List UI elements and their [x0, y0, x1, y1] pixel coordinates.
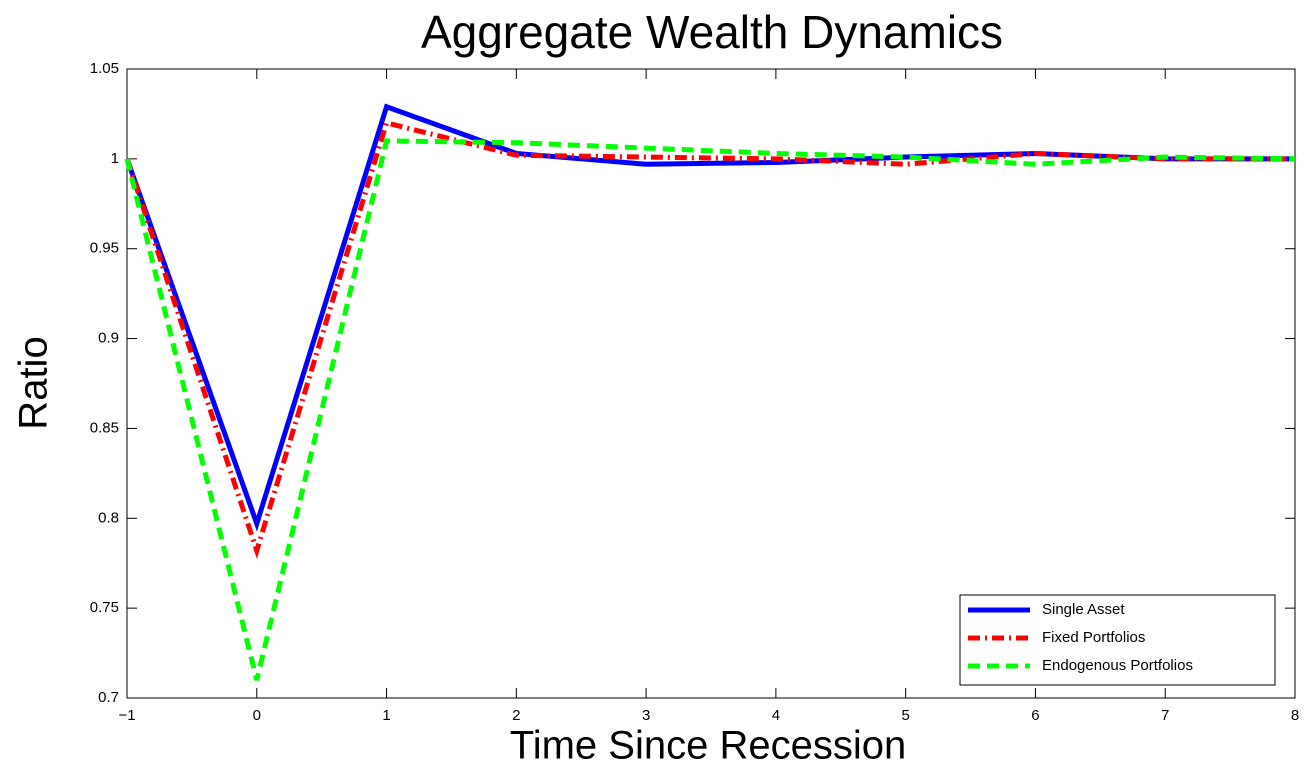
y-axis-label: Ratio	[12, 336, 56, 429]
y-tick-label: 0.7	[98, 689, 119, 706]
x-axis-label: Time Since Recession	[510, 724, 906, 768]
legend-label: Single Asset	[1042, 601, 1125, 618]
x-tick-label: 8	[1291, 707, 1299, 724]
x-tick-label: 5	[901, 707, 909, 724]
x-tick-label: 2	[512, 707, 520, 724]
x-tick-label: 0	[253, 707, 261, 724]
chart-title: Aggregate Wealth Dynamics	[421, 6, 1003, 58]
x-tick-label: 4	[772, 707, 780, 724]
x-tick-label: −1	[118, 707, 135, 724]
y-tick-label: 0.9	[98, 330, 119, 347]
plot-frame	[126, 68, 1296, 699]
series-line	[124, 138, 1296, 681]
legend-label: Fixed Portfolios	[1042, 629, 1145, 646]
legend-label: Endogenous Portfolios	[1042, 657, 1193, 674]
y-tick-label: 0.95	[90, 240, 119, 257]
x-tick-label: 3	[642, 707, 650, 724]
series-line	[124, 103, 1295, 532]
y-tick-label: 1	[111, 150, 119, 167]
series-line	[124, 119, 1295, 559]
y-tick-label: 0.85	[90, 419, 119, 436]
x-tick-label: 7	[1161, 707, 1169, 724]
x-tick-label: 6	[1031, 707, 1039, 724]
y-tick-label: 0.75	[90, 599, 119, 616]
y-tick-label: 0.8	[98, 509, 119, 526]
y-tick-label: 1.05	[90, 60, 119, 77]
x-tick-label: 1	[382, 707, 390, 724]
